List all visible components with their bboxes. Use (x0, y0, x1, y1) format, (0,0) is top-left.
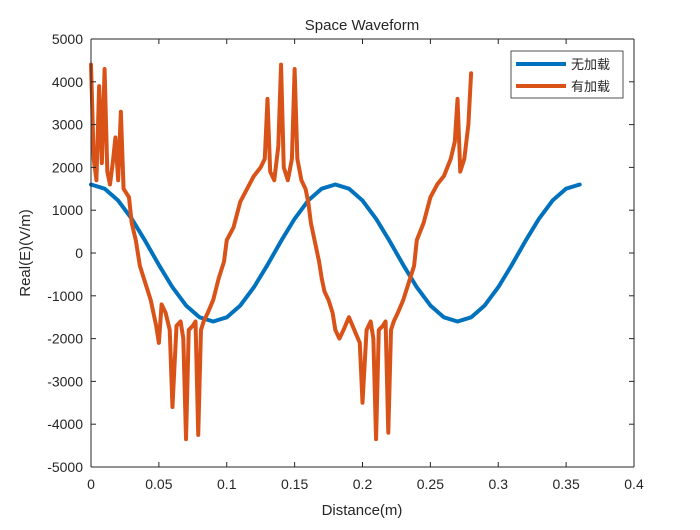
y-tick-label: -2000 (47, 331, 83, 347)
x-tick-label: 0.25 (417, 476, 444, 492)
legend-label-unloaded: 无加载 (571, 57, 610, 72)
x-tick-label: 0.4 (624, 476, 644, 492)
y-tick-label: 1000 (52, 202, 83, 218)
series-line-unloaded (89, 182, 582, 324)
series-line-loaded (89, 62, 474, 442)
x-tick-label: 0.05 (145, 476, 172, 492)
legend: 无加载 有加载 (510, 50, 624, 99)
y-tick-label: -3000 (47, 373, 83, 389)
y-tick-label: 2000 (52, 159, 83, 175)
y-tick-label: 4000 (52, 74, 83, 90)
y-tick-label: -1000 (47, 288, 83, 304)
y-tick-label: 5000 (52, 31, 83, 47)
y-tick-label: -4000 (47, 416, 83, 432)
legend-box (510, 50, 624, 99)
x-tick-label: 0.15 (281, 476, 308, 492)
x-tick-label: 0.3 (489, 476, 509, 492)
x-tick-label: 0.2 (353, 476, 373, 492)
y-tick-label: 3000 (52, 117, 83, 133)
legend-label-loaded: 有加载 (571, 79, 610, 94)
y-axis-label: Real(E)(V/m) (17, 209, 34, 297)
chart-title: Space Waveform (305, 17, 420, 34)
x-tick-label: 0 (87, 476, 95, 492)
y-tick-label: -5000 (47, 459, 83, 475)
series-layer (89, 62, 582, 442)
ticks-layer: 0 0.05 0.1 0.15 0.2 0.25 0.3 0.35 0.4 -5000 -4000 -… (47, 31, 644, 492)
y-tick-label: 0 (75, 245, 83, 261)
x-axis-label: Distance(m) (322, 502, 403, 519)
x-tick-label: 0.1 (217, 476, 237, 492)
x-tick-label: 0.35 (553, 476, 580, 492)
